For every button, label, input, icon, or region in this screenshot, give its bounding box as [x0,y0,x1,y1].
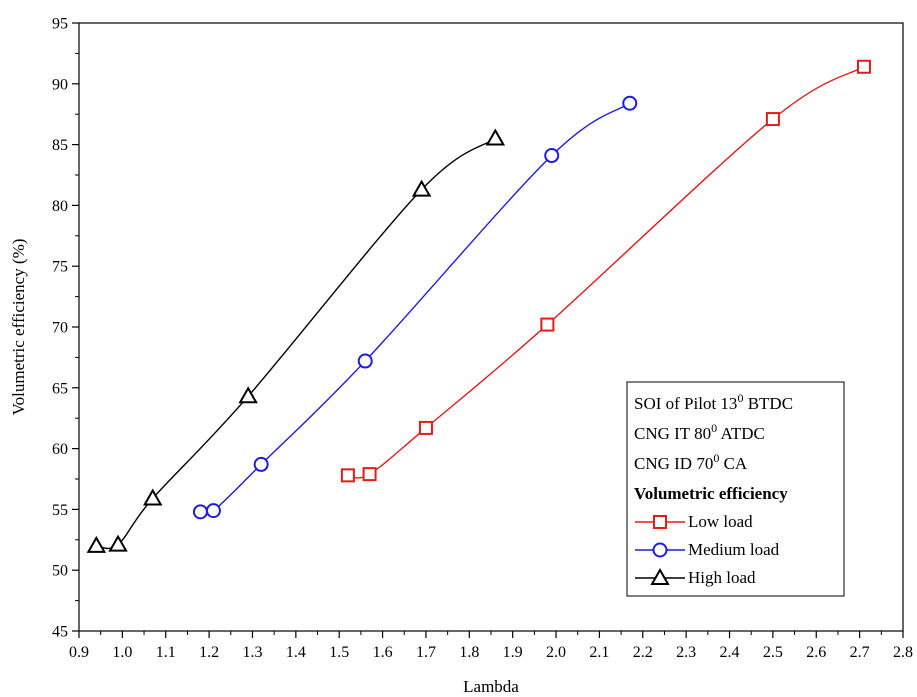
x-tick-label: 2.5 [763,644,783,661]
x-tick-label: 1.7 [416,644,436,661]
x-tick-label: 1.9 [503,644,523,661]
y-tick-label: 65 [52,380,68,397]
x-tick-label: 2.3 [676,644,696,661]
x-tick-label: 1.0 [112,644,132,661]
x-tick-label: 1.5 [329,644,349,661]
legend-note: SOI of Pilot 130 BTDC [634,391,793,413]
x-tick-label: 1.1 [156,644,176,661]
data-point [485,128,506,146]
series-medium [192,95,638,520]
y-tick-label: 75 [52,259,68,276]
y-tick-label: 85 [52,137,68,154]
x-tick-label: 2.7 [850,644,870,661]
x-tick-label: 1.8 [459,644,479,661]
data-point [622,95,638,111]
series-high [86,128,506,553]
y-tick-label: 60 [52,441,68,458]
legend-marker-square [653,515,667,529]
x-tick-label: 2.4 [720,644,740,661]
legend-note: CNG ID 700 CA [634,451,748,473]
legend-label: High load [688,568,756,587]
data-point [418,420,433,435]
legend-label: Medium load [688,540,780,559]
y-tick-label: 80 [52,198,68,215]
x-tick-label: 0.9 [69,644,89,661]
legend-label: Low load [688,512,753,531]
y-tick-label: 55 [52,502,68,519]
x-tick-label: 2.6 [806,644,826,661]
x-tick-label: 2.8 [893,644,913,661]
data-point [205,503,221,519]
data-point [108,534,128,552]
x-tick-label: 1.4 [286,644,306,661]
legend-note: CNG IT 800 ATDC [634,421,765,443]
series-low [340,59,871,483]
data-point [238,386,258,404]
data-point [192,504,208,520]
legend-heading: Volumetric efficiency [634,484,788,503]
y-tick-label: 45 [52,624,68,641]
x-tick-label: 1.3 [242,644,262,661]
x-tick-label: 2.0 [546,644,566,661]
data-point [340,468,355,483]
data-point [86,535,107,553]
series-layer [86,59,871,553]
data-point [362,467,377,482]
legend-marker-triangle [650,567,670,585]
data-point [253,456,269,472]
legend: SOI of Pilot 130 BTDC CNG IT 800 ATDC CNG … [626,381,845,597]
series-line [96,137,496,550]
legend-marker-circle [652,542,668,558]
x-tick-label: 1.2 [199,644,219,661]
legend-box [626,381,845,597]
y-tick-label: 50 [52,563,68,580]
data-point [856,59,871,74]
x-tick-label: 2.2 [633,644,653,661]
data-point [143,488,163,506]
data-point [544,148,560,164]
y-axis-title: Volumetric efficiency (%) [9,239,28,416]
data-point [411,179,432,197]
data-point [540,317,555,332]
x-tick-label: 1.6 [373,644,393,661]
y-tick-label: 95 [52,16,68,33]
data-point [765,112,780,127]
y-tick-label: 90 [52,76,68,93]
axes: 0.9 1.0 1.1 1.2 1.3 1.4 1.5 1.6 1.7 1.8 1.9 2.0 2.1 2… [9,16,913,697]
x-tick-label: 2.1 [589,644,609,661]
data-point [357,353,373,369]
x-axis-title: Lambda [463,677,519,696]
y-tick-label: 70 [52,320,68,337]
